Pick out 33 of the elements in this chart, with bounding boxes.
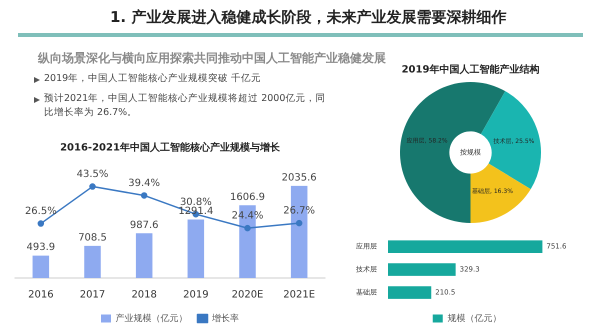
data-label: 39.4% bbox=[128, 178, 160, 190]
data-label: 1606.9 bbox=[230, 192, 265, 203]
bar bbox=[84, 246, 101, 278]
point bbox=[296, 220, 302, 226]
data-label: 2035.6 bbox=[282, 172, 317, 184]
x-tick-label: 2018 bbox=[131, 290, 157, 301]
legend-label: 产业规模（亿元） bbox=[116, 312, 188, 324]
text: 2019年，中国人工智能核心产业规模突破 千亿元 bbox=[44, 72, 262, 86]
chart-title: 2016-2021年中国人工智能核心产业规模与增长 bbox=[60, 142, 281, 154]
bar bbox=[136, 233, 152, 278]
point bbox=[89, 183, 96, 190]
data-label: 708.5 bbox=[78, 232, 107, 244]
data-label: 26.5% bbox=[24, 206, 57, 218]
legend-label: 规模（亿元） bbox=[447, 312, 502, 324]
point bbox=[244, 224, 251, 232]
legend-label: 增长率 bbox=[211, 312, 239, 324]
data-label: 30.8% bbox=[180, 196, 212, 208]
data-label: 987.6 bbox=[130, 220, 158, 231]
point bbox=[140, 192, 148, 199]
text: 1. 产业发展进入稳健成长阶段，未来产业发展需要深耕细作 bbox=[110, 8, 506, 27]
point bbox=[38, 220, 44, 227]
data-label: 493.9 bbox=[26, 242, 56, 254]
x-tick-label: 2016 bbox=[28, 290, 54, 301]
x-tick-label: 2019 bbox=[183, 290, 209, 301]
chart-title: 2019年中国人工智能产业结构 bbox=[402, 64, 540, 76]
bar bbox=[188, 220, 204, 278]
text: 纵向场景深化与横向应用探索共同推动中国人工智能产业稳健发展 bbox=[38, 50, 386, 67]
x-tick-label: 2017 bbox=[80, 290, 106, 301]
x-tick-label: 2020E bbox=[232, 290, 264, 301]
text: 预计2021年，中国人工智能核心产业规模将超过 2000亿元，同比增长率为 26.7%。 bbox=[44, 92, 326, 120]
bar bbox=[32, 256, 50, 278]
data-label: 43.5% bbox=[76, 169, 108, 180]
x-tick-label: 2021E bbox=[283, 290, 316, 301]
